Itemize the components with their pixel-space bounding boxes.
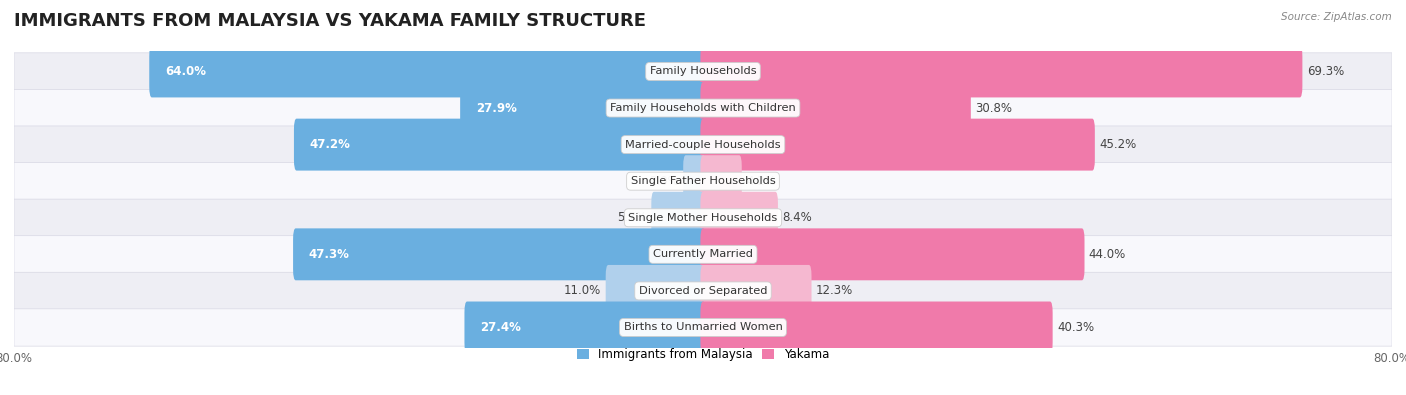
Text: 8.4%: 8.4% (782, 211, 813, 224)
Text: Single Mother Households: Single Mother Households (628, 213, 778, 223)
FancyBboxPatch shape (651, 192, 706, 244)
FancyBboxPatch shape (606, 265, 706, 317)
Text: 11.0%: 11.0% (564, 284, 602, 297)
FancyBboxPatch shape (14, 236, 1392, 273)
FancyBboxPatch shape (14, 126, 1392, 163)
FancyBboxPatch shape (14, 199, 1392, 237)
FancyBboxPatch shape (700, 82, 970, 134)
FancyBboxPatch shape (292, 228, 706, 280)
FancyBboxPatch shape (294, 118, 706, 171)
FancyBboxPatch shape (700, 192, 778, 244)
FancyBboxPatch shape (14, 53, 1392, 90)
Text: 2.0%: 2.0% (650, 175, 679, 188)
Text: Currently Married: Currently Married (652, 249, 754, 260)
FancyBboxPatch shape (700, 45, 1302, 98)
Text: Single Father Households: Single Father Households (631, 176, 775, 186)
FancyBboxPatch shape (460, 82, 706, 134)
Text: 27.4%: 27.4% (479, 321, 520, 334)
Text: 40.3%: 40.3% (1057, 321, 1094, 334)
Text: 30.8%: 30.8% (976, 102, 1012, 115)
Text: Family Households with Children: Family Households with Children (610, 103, 796, 113)
Text: 69.3%: 69.3% (1306, 65, 1344, 78)
Text: IMMIGRANTS FROM MALAYSIA VS YAKAMA FAMILY STRUCTURE: IMMIGRANTS FROM MALAYSIA VS YAKAMA FAMIL… (14, 12, 647, 30)
FancyBboxPatch shape (683, 155, 706, 207)
FancyBboxPatch shape (14, 309, 1392, 346)
Text: Family Households: Family Households (650, 66, 756, 77)
FancyBboxPatch shape (700, 118, 1095, 171)
FancyBboxPatch shape (700, 228, 1084, 280)
Text: Married-couple Households: Married-couple Households (626, 139, 780, 150)
FancyBboxPatch shape (700, 301, 1053, 354)
Text: 27.9%: 27.9% (475, 102, 516, 115)
FancyBboxPatch shape (700, 265, 811, 317)
FancyBboxPatch shape (14, 272, 1392, 310)
Text: 47.2%: 47.2% (309, 138, 350, 151)
FancyBboxPatch shape (149, 45, 706, 98)
Text: 44.0%: 44.0% (1088, 248, 1126, 261)
Text: 47.3%: 47.3% (308, 248, 350, 261)
Text: Divorced or Separated: Divorced or Separated (638, 286, 768, 296)
Text: 64.0%: 64.0% (165, 65, 205, 78)
Text: 45.2%: 45.2% (1099, 138, 1136, 151)
FancyBboxPatch shape (700, 155, 742, 207)
Text: 4.2%: 4.2% (747, 175, 776, 188)
FancyBboxPatch shape (464, 301, 706, 354)
Text: Source: ZipAtlas.com: Source: ZipAtlas.com (1281, 12, 1392, 22)
Text: 12.3%: 12.3% (815, 284, 853, 297)
FancyBboxPatch shape (14, 89, 1392, 127)
Legend: Immigrants from Malaysia, Yakama: Immigrants from Malaysia, Yakama (572, 343, 834, 365)
Text: Births to Unmarried Women: Births to Unmarried Women (624, 322, 782, 333)
Text: 5.7%: 5.7% (617, 211, 647, 224)
FancyBboxPatch shape (14, 162, 1392, 200)
